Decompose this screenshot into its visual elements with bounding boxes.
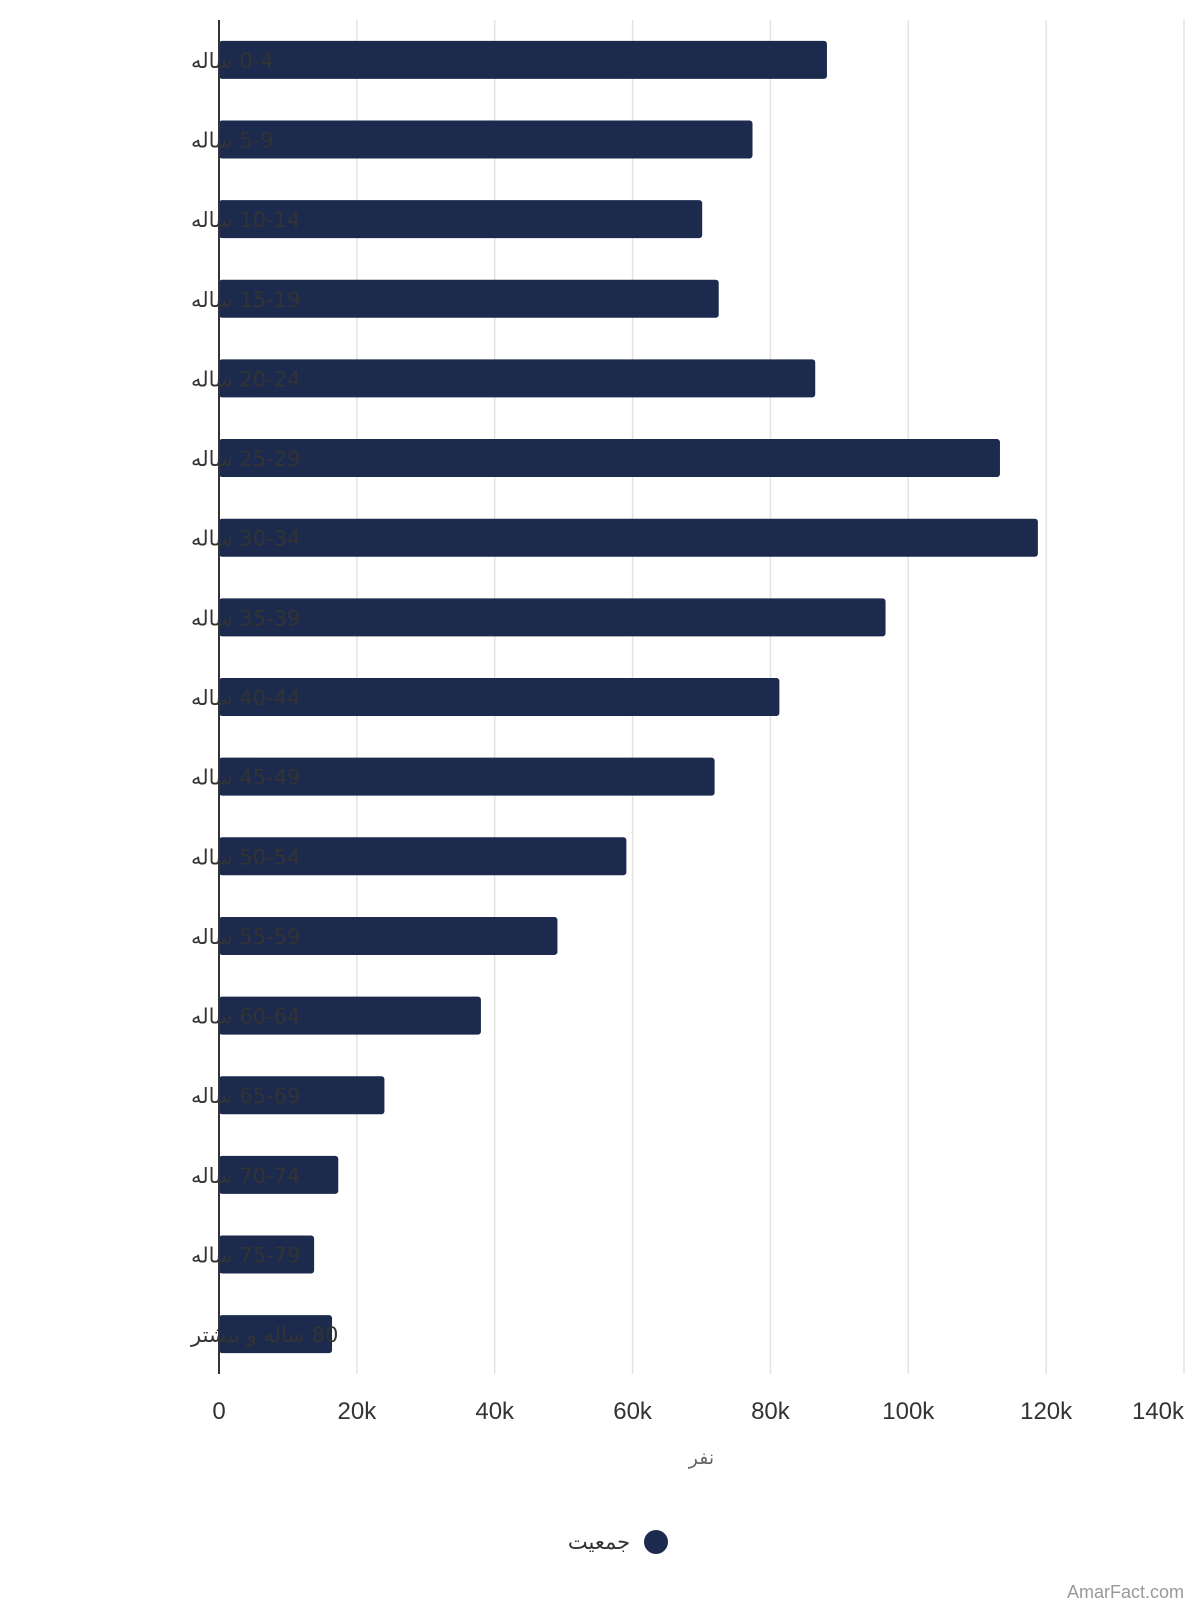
source-credit[interactable]: AmarFact.com [1066,1582,1184,1602]
bar[interactable] [219,678,780,716]
category-label: 70-74 ساله [191,1164,300,1188]
bar[interactable] [219,1235,315,1274]
bars [219,40,1038,1354]
x-tick-label: 120k [1020,1398,1073,1425]
legend-label: جمعیت [567,1530,631,1554]
x-tick-label: 100k [882,1398,935,1425]
bar[interactable] [219,200,703,239]
population-bar-chart: 0-4 ساله 5-9 ساله 10-14 ساله 15-19 ساله 20-2… [190,20,1185,1469]
bar[interactable] [219,40,827,79]
x-tick-label: 60k [613,1398,653,1425]
bar[interactable] [219,1155,339,1194]
bar[interactable] [219,598,886,637]
category-label: 30-34 ساله [191,527,300,551]
category-label: 75-79 ساله [191,1244,300,1268]
legend-item[interactable]: جمعیت [567,1530,669,1554]
category-label: 20-24 ساله [191,367,300,391]
bar[interactable] [219,837,627,876]
category-label: 0-4 ساله [191,49,274,73]
bar[interactable] [219,1315,333,1354]
category-label: 80 ساله و بیشتر [190,1323,338,1347]
bar[interactable] [219,996,481,1035]
x-tick-label: 40k [475,1398,515,1425]
legend-swatch-icon [644,1530,669,1554]
category-label: 45-49 ساله [191,766,300,790]
category-labels: 0-4 ساله 5-9 ساله 10-14 ساله 15-19 ساله 20-2… [190,49,338,1347]
category-label: 35-39 ساله [191,606,300,630]
category-label: 40-44 ساله [191,686,300,710]
x-axis-title: نفر [688,1447,714,1469]
category-label: 55-59 ساله [191,925,300,949]
category-label: 65-69 ساله [191,1084,300,1108]
bar[interactable] [219,757,715,796]
x-tick-label: 140k [1132,1398,1185,1425]
bar[interactable] [219,120,753,159]
legend: جمعیت [0,1530,1200,1554]
x-tick-label: 20k [338,1398,378,1425]
x-tick-label: 80k [751,1398,791,1425]
category-label: 5-9 ساله [191,128,274,152]
x-tick-label: 0 [212,1398,225,1425]
bar[interactable] [219,916,558,955]
bar[interactable] [219,518,1038,557]
bar[interactable] [219,279,719,318]
category-label: 50-54 ساله [191,845,300,869]
x-tick-labels: 0 20k 40k 60k 80k 100k 120k 140k [212,1398,1185,1425]
category-label: 60-64 ساله [191,1005,300,1029]
bar[interactable] [219,1076,385,1115]
category-label: 15-19 ساله [191,288,300,312]
bar[interactable] [219,359,816,398]
bar[interactable] [219,439,1000,478]
category-label: 10-14 ساله [191,208,300,232]
category-label: 25-29 ساله [191,447,300,471]
